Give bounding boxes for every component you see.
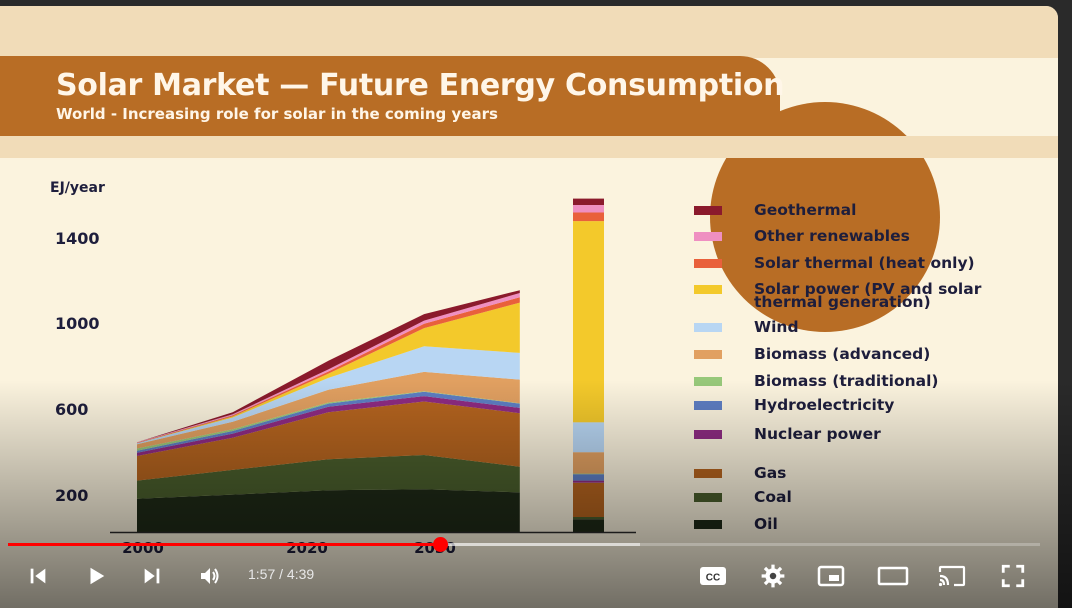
bar-segment-hydroelectricity — [573, 474, 604, 481]
area-geothermal — [137, 290, 520, 443]
subtitles-button[interactable]: CC — [698, 562, 728, 590]
progress-bar[interactable] — [8, 537, 1040, 552]
legend-swatch — [694, 206, 722, 215]
legend-label: Solar thermal (heat only) — [754, 254, 975, 272]
stacked-bar-group — [573, 198, 604, 532]
legend-swatch — [694, 285, 722, 294]
skip-next-icon — [144, 568, 160, 584]
play-button[interactable] — [82, 562, 110, 590]
next-button[interactable] — [138, 562, 166, 590]
legend-swatch — [694, 377, 722, 386]
time-display: 1:57 / 4:39 — [248, 566, 314, 582]
legend-label: Other renewables — [754, 227, 910, 245]
bar-segment-oil — [573, 519, 604, 532]
legend-label: Hydroelectricity — [754, 396, 895, 414]
y-tick-label: 600 — [55, 400, 88, 419]
legend-swatch — [694, 259, 722, 268]
legend-label: Geothermal — [754, 201, 857, 219]
theater-mode-icon — [877, 566, 909, 586]
y-tick-label: 1000 — [55, 314, 100, 333]
svg-text:CC: CC — [706, 573, 720, 584]
legend-label: Oil — [754, 515, 778, 533]
current-time: 1:57 — [248, 566, 276, 582]
y-axis-unit-label: EJ/year — [50, 180, 105, 196]
settings-button[interactable] — [758, 562, 788, 590]
legend-label: Solar power (PV and solar thermal generat… — [754, 280, 982, 311]
bar-segment-biomass-advanced — [573, 452, 604, 474]
previous-button[interactable] — [24, 562, 52, 590]
progress-played — [8, 543, 441, 546]
bar-segment-coal — [573, 517, 604, 520]
legend-swatch — [694, 430, 722, 439]
legend-swatch — [694, 469, 722, 478]
duration: 4:39 — [286, 566, 315, 582]
bar-segment-solar-thermal-heat-only — [573, 212, 604, 222]
gear-icon — [761, 564, 785, 588]
cast-icon — [938, 565, 966, 587]
area-solar-thermal-heat-only — [137, 297, 520, 444]
legend-label: Biomass (traditional) — [754, 372, 939, 390]
bar-segment-solar-power-pv-and-solar-thermal-generation — [573, 221, 604, 423]
bar-segment-other-renewables — [573, 205, 604, 213]
x-tick-label: 2020 — [286, 539, 328, 557]
play-icon — [90, 567, 105, 585]
fullscreen-icon — [1001, 564, 1025, 588]
miniplayer-button[interactable] — [816, 562, 846, 590]
time-separator: / — [275, 566, 287, 582]
volume-icon — [201, 568, 219, 584]
legend-label: Biomass (advanced) — [754, 345, 931, 363]
legend-label: Wind — [754, 318, 799, 336]
title-banner — [0, 56, 780, 136]
legend-swatch — [694, 493, 722, 502]
slide-header-strip — [0, 136, 1058, 158]
theater-mode-button[interactable] — [876, 562, 910, 590]
legend-swatch — [694, 520, 722, 529]
legend-label: Nuclear power — [754, 425, 881, 443]
bar-segment-gas — [573, 482, 604, 517]
area-solar-power-pv-and-solar-thermal-generation — [137, 302, 520, 444]
slide-title: Solar Market — Future Energy Consumption — [56, 68, 785, 103]
y-tick-label: 1400 — [55, 229, 100, 248]
cast-button[interactable] — [936, 562, 968, 590]
mute-button[interactable] — [196, 562, 224, 590]
legend-label: Coal — [754, 488, 792, 506]
skip-previous-icon — [30, 568, 46, 584]
bar-segment-geothermal — [573, 198, 604, 205]
legend-label: Gas — [754, 464, 787, 482]
progress-scrubber-handle[interactable] — [433, 537, 449, 552]
x-tick-labels: 200020202030 — [122, 539, 456, 557]
area-series-group — [137, 290, 520, 532]
bar-segment-nuclear-power — [573, 480, 604, 483]
subtitles-icon: CC — [700, 567, 726, 585]
fullscreen-button[interactable] — [998, 562, 1028, 590]
legend-swatch — [694, 401, 722, 410]
bar-segment-wind — [573, 422, 604, 453]
bar-segment-biomass-traditional — [573, 473, 604, 475]
slide-header-background — [0, 6, 1058, 58]
y-tick-label: 200 — [55, 486, 88, 505]
slide-subtitle: World - Increasing role for solar in the… — [56, 105, 498, 123]
x-tick-label: 2000 — [122, 539, 164, 557]
y-tick-labels: 1400 1000 600 200 — [55, 229, 100, 505]
legend-swatch — [694, 323, 722, 332]
legend-swatch — [694, 232, 722, 241]
miniplayer-icon — [817, 565, 845, 587]
legend-swatch — [694, 350, 722, 359]
